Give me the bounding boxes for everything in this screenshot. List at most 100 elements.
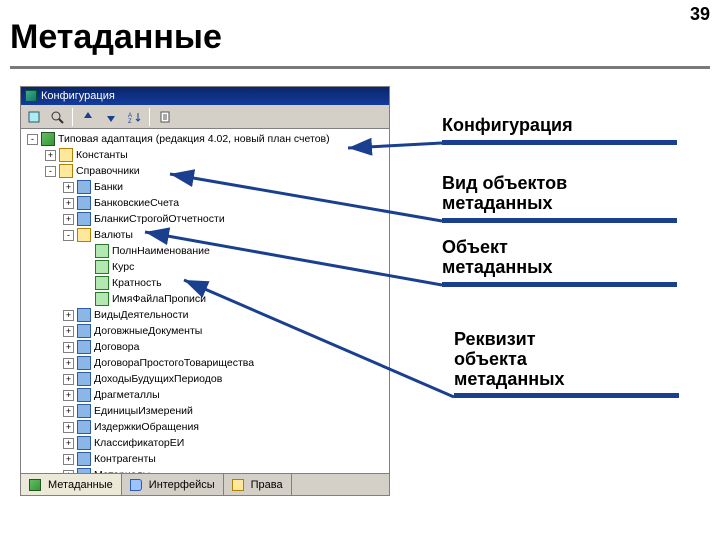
bluefold-icon (77, 372, 91, 386)
prop-icon (95, 260, 109, 274)
tree-label: ВидыДеятельности (94, 309, 189, 321)
callout-c4: Реквизитобъектаметаданных (454, 330, 679, 398)
tree-viewport[interactable]: -Типовая адаптация (редакция 4.02, новый… (21, 129, 389, 473)
toolbar: AZ (21, 105, 389, 129)
tree-label: КлассификаторЕИ (94, 437, 184, 449)
callout-c3: Объектметаданных (442, 238, 677, 287)
bluefold-icon (77, 308, 91, 322)
tree-node[interactable]: ИмяФайлаПрописи (23, 291, 389, 307)
folder-icon (77, 228, 91, 242)
tab-label: Метаданные (48, 479, 113, 491)
callout-text: Вид объектовметаданных (442, 174, 677, 214)
tab-Метаданные[interactable]: Метаданные (21, 474, 122, 495)
expand-icon[interactable]: + (63, 422, 74, 433)
bluefold-icon (77, 452, 91, 466)
callout-text: Конфигурация (442, 116, 677, 136)
tree-node[interactable]: -Валюты (23, 227, 389, 243)
bluefold-icon (77, 388, 91, 402)
properties-icon[interactable] (155, 107, 175, 127)
bluefold-icon (77, 180, 91, 194)
collapse-icon[interactable]: - (63, 230, 74, 241)
window-title: Конфигурация (41, 90, 115, 102)
callout-bar (454, 393, 679, 398)
tab-Интерфейсы[interactable]: Интерфейсы (122, 474, 224, 495)
tree-node[interactable]: + БанковскиеСчета (23, 195, 389, 211)
expand-icon[interactable]: + (63, 438, 74, 449)
arrow-down-icon[interactable] (101, 107, 121, 127)
tree-label: ДоходыБудущихПериодов (94, 373, 222, 385)
tab-label: Права (251, 479, 283, 491)
root-icon (41, 132, 55, 146)
expand-icon[interactable]: + (63, 198, 74, 209)
expand-icon[interactable]: + (63, 214, 74, 225)
tree-node[interactable]: ПолнНаименование (23, 243, 389, 259)
bluefold-icon (77, 324, 91, 338)
prop-icon (95, 276, 109, 290)
tree-label: Кратность (112, 277, 162, 289)
sort-az-icon[interactable]: AZ (124, 107, 144, 127)
expand-icon[interactable]: + (63, 182, 74, 193)
bluefold-icon (77, 420, 91, 434)
folder-icon (59, 164, 73, 178)
callout-bar (442, 140, 677, 145)
tree-node[interactable]: + ДоговораПростогоТоварищества (23, 355, 389, 371)
root-icon (29, 479, 41, 491)
tree-label: ДоговораПростогоТоварищества (94, 357, 254, 369)
tree-node[interactable]: Курс (23, 259, 389, 275)
toolbar-separator (149, 108, 150, 126)
tree-label: Драгметаллы (94, 389, 160, 401)
tree-label: БанковскиеСчета (94, 197, 179, 209)
tree-node[interactable]: +Банки (23, 179, 389, 195)
expand-icon[interactable]: + (63, 342, 74, 353)
expand-icon[interactable]: + (63, 326, 74, 337)
callout-c2: Вид объектовметаданных (442, 174, 677, 223)
tree-node[interactable]: + ЕдиницыИзмерений (23, 403, 389, 419)
expand-icon[interactable]: + (63, 390, 74, 401)
tree-label: Константы (76, 149, 128, 161)
tab-Права[interactable]: Права (224, 474, 292, 495)
expand-icon[interactable]: + (45, 150, 56, 161)
tree-node[interactable]: -Справочники (23, 163, 389, 179)
titlebar[interactable]: Конфигурация (21, 87, 389, 105)
tree-node[interactable]: +Контрагенты (23, 451, 389, 467)
expand-icon[interactable]: + (63, 406, 74, 417)
tree-node[interactable]: + Драгметаллы (23, 387, 389, 403)
tree-label: БланкиСтрогойОтчетности (94, 213, 225, 225)
bottom-tabs: Метаданные Интерфейсы Права (21, 473, 389, 495)
tree-node[interactable]: + Константы (23, 147, 389, 163)
expand-icon[interactable]: + (63, 374, 74, 385)
expand-icon[interactable]: + (63, 454, 74, 465)
folder-icon (59, 148, 73, 162)
book-icon (130, 479, 142, 491)
bluefold-icon (77, 436, 91, 450)
tree-joint (81, 246, 92, 257)
tree-node[interactable]: Кратность (23, 275, 389, 291)
slide-title: Метаданные (10, 18, 222, 57)
search-icon[interactable] (47, 107, 67, 127)
tree-joint (81, 262, 92, 273)
tree-node[interactable]: -Типовая адаптация (редакция 4.02, новый… (23, 131, 389, 147)
slide-number: 39 (690, 4, 710, 25)
tree-node[interactable]: + Договора (23, 339, 389, 355)
callout-bar (442, 218, 677, 223)
collapse-icon[interactable]: - (45, 166, 56, 177)
tree-label: Договора (94, 341, 140, 353)
expand-icon[interactable]: + (63, 310, 74, 321)
tree-node[interactable]: + КлассификаторЕИ (23, 435, 389, 451)
tree-label: ЕдиницыИзмерений (94, 405, 193, 417)
arrow-up-icon[interactable] (78, 107, 98, 127)
bluefold-icon (77, 196, 91, 210)
expand-icon[interactable]: + (63, 358, 74, 369)
tree-node[interactable]: + ДоходыБудущихПериодов (23, 371, 389, 387)
tree-joint (81, 278, 92, 289)
tree-node[interactable]: + БланкиСтрогойОтчетности (23, 211, 389, 227)
callout-c1: Конфигурация (442, 116, 677, 145)
callout-bar (442, 282, 677, 287)
module-icon[interactable] (24, 107, 44, 127)
tree-node[interactable]: + ВидыДеятельности (23, 307, 389, 323)
callout-text: Реквизитобъектаметаданных (454, 330, 679, 389)
bluefold-icon (77, 404, 91, 418)
tree-node[interactable]: +ИздержкиОбращения (23, 419, 389, 435)
tree-node[interactable]: +ДоговжныеДокументы (23, 323, 389, 339)
collapse-icon[interactable]: - (27, 134, 38, 145)
